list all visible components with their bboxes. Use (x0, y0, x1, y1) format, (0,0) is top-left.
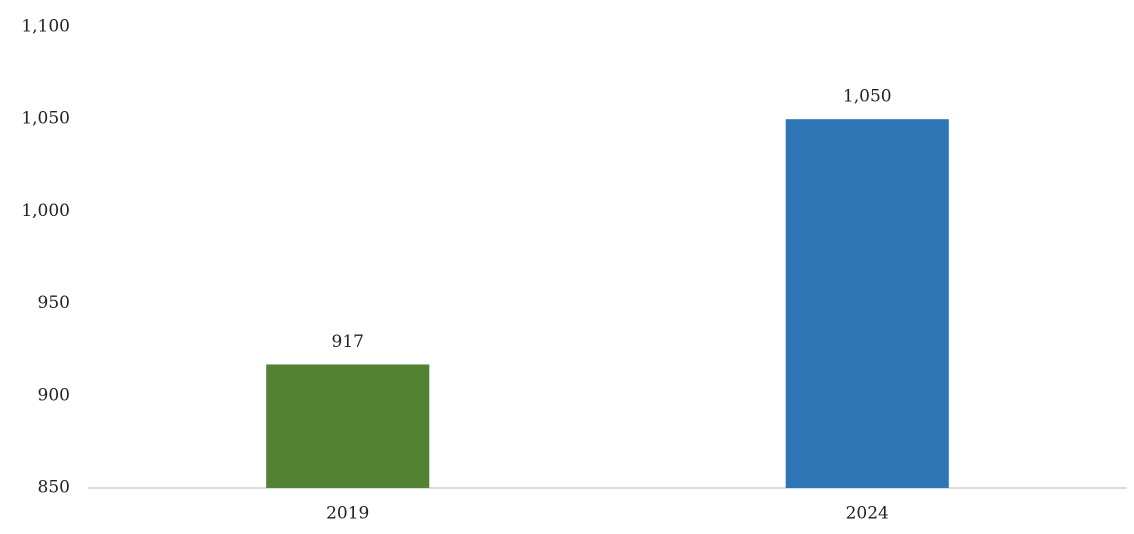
y-tick-label: 950 (38, 293, 70, 313)
y-tick-label: 1,050 (21, 109, 70, 129)
y-tick-label: 1,100 (21, 17, 70, 37)
data-label: 917 (332, 332, 364, 352)
y-tick-label: 850 (38, 478, 70, 498)
bar (785, 119, 949, 488)
y-tick-label: 1,000 (21, 201, 70, 221)
x-tick-label: 2024 (846, 504, 889, 524)
bar (266, 364, 430, 488)
data-label: 1,050 (843, 87, 892, 107)
y-tick-label: 900 (38, 385, 70, 405)
x-tick-label: 2019 (326, 504, 369, 524)
